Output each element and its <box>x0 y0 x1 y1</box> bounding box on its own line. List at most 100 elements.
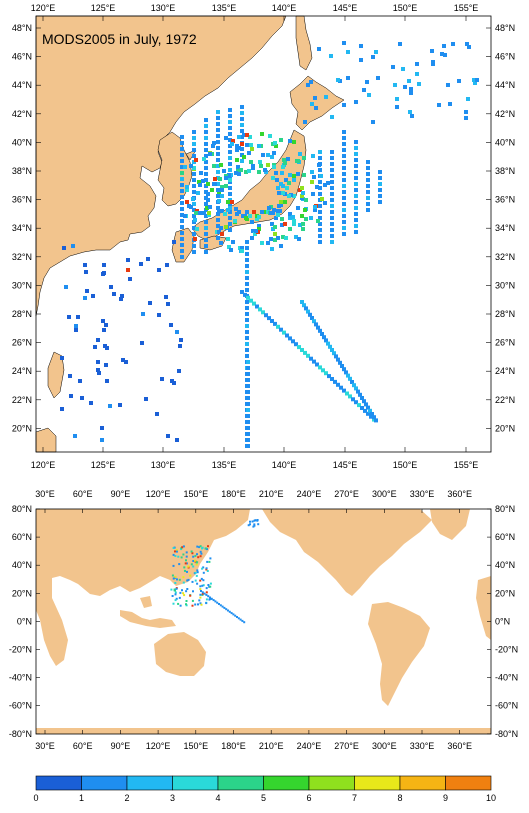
y-tick-label-right: 34°N <box>495 223 515 233</box>
x-tick-label-top: 130°E <box>151 3 176 13</box>
obs-cell <box>326 181 330 185</box>
obs-cell <box>204 178 208 182</box>
obs-cell <box>310 102 314 106</box>
global-obs-cell <box>241 619 244 622</box>
x-tick-label-top: 125°E <box>91 3 116 13</box>
obs-cell <box>330 222 334 226</box>
obs-cell <box>204 148 208 152</box>
obs-cell <box>228 168 232 172</box>
global-obs-cell <box>205 602 208 605</box>
obs-cell <box>216 140 220 144</box>
obs-cell <box>362 88 366 92</box>
global-obs-cell <box>200 590 202 592</box>
obs-cell <box>206 182 210 186</box>
obs-cell <box>101 272 105 276</box>
obs-cell <box>192 232 196 236</box>
global-obs-cell <box>181 589 183 592</box>
global-obs-cell <box>172 564 175 567</box>
obs-cell <box>270 222 274 226</box>
global-obs-cell <box>180 556 183 559</box>
obs-cell <box>211 144 215 148</box>
global-obs-cell <box>194 554 197 557</box>
obs-cell <box>473 81 477 85</box>
colorbar-box <box>399 775 446 791</box>
y-tick-label-left: 46°N <box>12 52 32 62</box>
obs-cell <box>139 262 143 266</box>
obs-cell <box>354 212 358 216</box>
obs-cell <box>284 178 288 182</box>
obs-cell <box>248 135 252 139</box>
obs-cell <box>308 312 312 317</box>
obs-cell <box>371 55 375 59</box>
obs-cell <box>378 200 382 204</box>
obs-cell <box>185 185 189 189</box>
y-tick-label-left: 34°N <box>12 223 32 233</box>
obs-cell <box>330 377 334 381</box>
x-tick-label-bottom: 140°E <box>272 460 297 470</box>
obs-cell <box>274 144 278 148</box>
obs-cell <box>119 297 123 301</box>
obs-cell <box>246 366 250 370</box>
gx-tick-label-top: 90°E <box>111 489 131 499</box>
obs-cell <box>330 198 334 202</box>
obs-cell <box>336 78 340 82</box>
obs-cell <box>216 206 220 210</box>
obs-cell <box>216 158 220 162</box>
obs-cell <box>273 232 277 236</box>
obs-cell <box>189 205 193 209</box>
x-tick-label-bottom: 120°E <box>31 460 56 470</box>
y-tick-label-left: 38°N <box>12 166 32 176</box>
obs-cell <box>342 154 346 158</box>
obs-cell <box>261 153 265 157</box>
obs-cell <box>464 110 468 114</box>
global-obs-cell <box>191 552 194 555</box>
obs-cell <box>192 244 196 248</box>
obs-cell <box>230 200 234 204</box>
obs-cell <box>175 438 179 442</box>
regional-map-ticks: 120°E 120°E 125°E 125°E 130°E 130°E 135°E 135°E… <box>12 3 515 470</box>
global-obs-cell <box>209 582 212 585</box>
obs-cell <box>279 200 283 204</box>
obs-cell <box>318 216 322 220</box>
global-obs-cell <box>257 523 260 526</box>
colorbar-tick-label: 5 <box>261 793 266 803</box>
y-tick-label-right: 48°N <box>495 23 515 33</box>
obs-cell <box>288 227 292 231</box>
global-obs-cell <box>236 616 238 618</box>
global-obs-cell <box>201 567 204 570</box>
obs-cell <box>311 192 315 196</box>
global-obs-cell <box>191 580 194 583</box>
obs-cell <box>354 158 358 162</box>
obs-cell <box>192 226 196 230</box>
obs-cell <box>270 155 274 159</box>
obs-cell <box>180 141 184 145</box>
global-obs-cell <box>216 601 219 604</box>
obs-cell <box>172 240 176 244</box>
obs-cell <box>342 208 346 212</box>
obs-cell <box>464 116 468 120</box>
obs-cell <box>74 328 78 332</box>
obs-cell <box>395 105 399 109</box>
hokkaido <box>289 75 345 131</box>
obs-cell <box>180 231 184 235</box>
obs-cell <box>212 164 216 168</box>
global-obs-cell <box>175 587 178 590</box>
obs-cell <box>257 170 261 174</box>
obs-cell <box>310 170 314 174</box>
obs-cell <box>324 338 328 343</box>
global-obs-cell <box>200 577 203 580</box>
obs-cell <box>244 170 248 174</box>
obs-cell <box>328 344 332 349</box>
obs-cell <box>245 258 249 262</box>
y-tick-label-left: 30°N <box>12 280 32 290</box>
obs-cell <box>283 222 287 226</box>
global-obs-cell <box>199 585 202 588</box>
obs-cell <box>378 170 382 174</box>
obs-cell <box>417 82 421 86</box>
obs-cell <box>467 45 471 49</box>
global-obs-cell <box>182 592 185 595</box>
obs-cell <box>301 222 305 226</box>
obs-cell <box>226 208 230 212</box>
x-tick-label-top: 135°E <box>212 3 237 13</box>
obs-cell <box>246 360 250 364</box>
